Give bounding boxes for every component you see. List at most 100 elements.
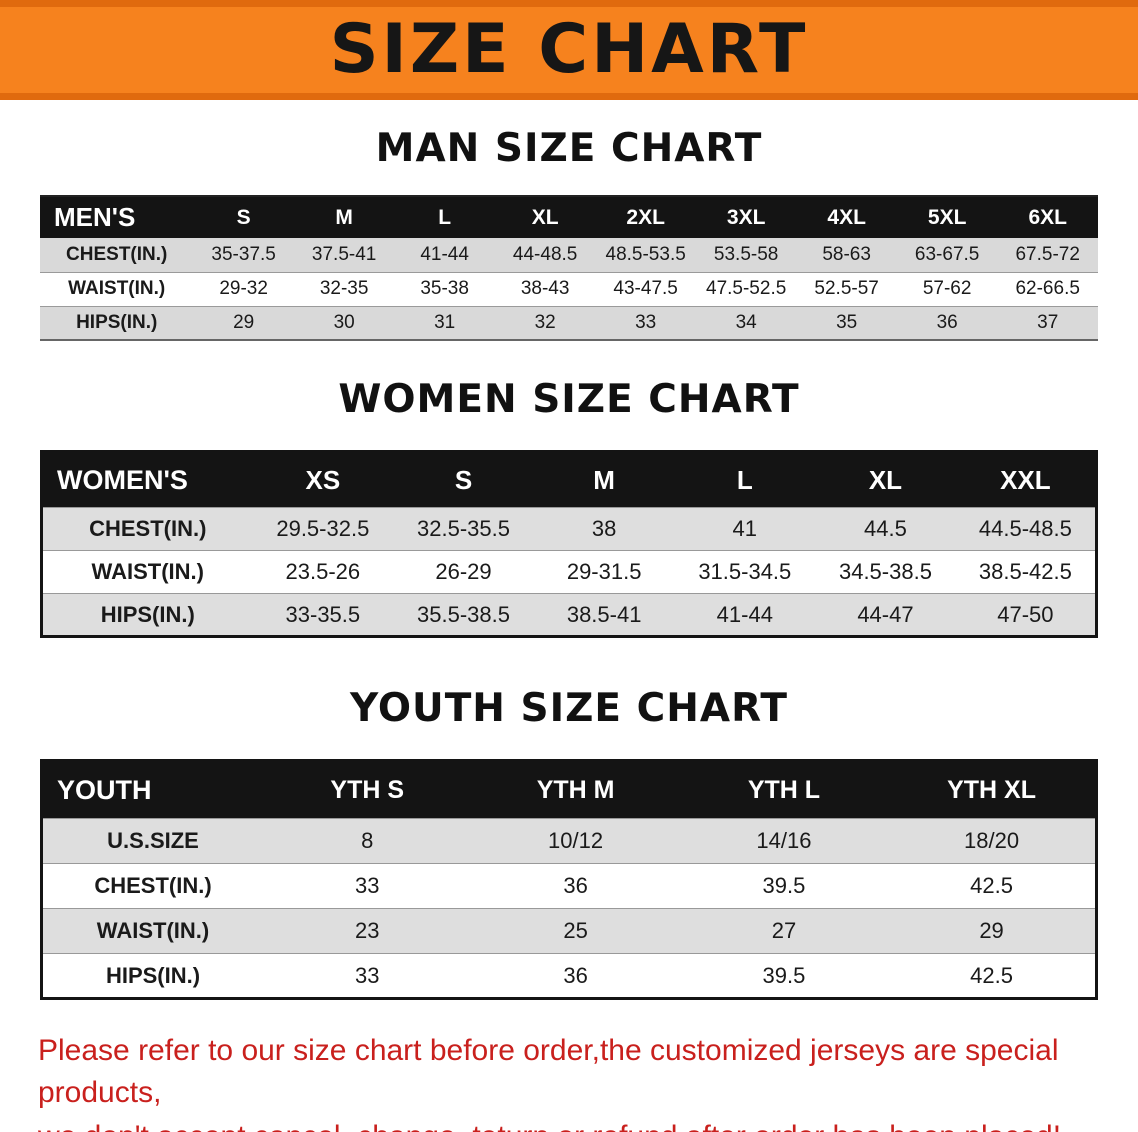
size-cell: 57-62: [922, 278, 972, 299]
table-row: WAIST(IN.) 29-32 32-35 35-38 38-43 43-47.5 47.…: [40, 272, 1098, 306]
table-row: CHEST(IN.) 29.5-32.5 32.5-35.5 38 41 44.5 44.5…: [41, 507, 1097, 551]
column-header: L: [394, 196, 495, 238]
size-cell: 38.5-42.5: [978, 559, 1072, 584]
youth-size-table: YOUTH YTH S YTH M YTH L YTH XL U.S.SIZE 8 10/1…: [40, 759, 1098, 1000]
size-cell: 44.5: [864, 516, 907, 541]
size-cell: 42.5: [970, 962, 1013, 988]
column-header: XL: [494, 196, 596, 238]
table-corner-label: MEN'S: [40, 196, 194, 238]
size-cell: 33: [354, 873, 380, 898]
row-label: WAIST(IN.): [96, 918, 210, 943]
size-cell: 41-44: [420, 243, 469, 265]
row-label: WAIST(IN.): [91, 559, 204, 584]
size-cell: 33-35.5: [285, 601, 361, 627]
table-row: CHEST(IN.) 35-37.5 37.5-41 41-44 44-48.5 48.5…: [40, 238, 1098, 272]
column-header: M: [293, 196, 395, 238]
row-label: CHEST(IN.): [89, 516, 207, 541]
table-row: WAIST(IN.) 23 25 27 29: [41, 908, 1097, 954]
notice-line-2: we don't accept cancel, change, teturn o…: [38, 1116, 1100, 1132]
footer-notice: Please refer to our size chart before or…: [0, 1030, 1138, 1132]
size-cell: 53.5-58: [713, 243, 779, 265]
size-cell: 8: [361, 828, 374, 853]
size-cell: 35: [836, 311, 858, 333]
size-cell: 43-47.5: [613, 278, 678, 299]
youth-size-section: YOUTH SIZE CHART YOUTH YTH S YTH M YTH L YTH…: [0, 686, 1138, 1000]
column-header: XL: [815, 451, 956, 508]
row-label: U.S.SIZE: [107, 828, 199, 853]
table-row: CHEST(IN.) 33 36 39.5 42.5: [41, 863, 1097, 909]
row-label: CHEST(IN.): [66, 243, 168, 265]
table-corner-label: YOUTH: [41, 760, 264, 819]
row-label: CHEST(IN.): [94, 873, 212, 898]
column-header: YTH XL: [888, 760, 1097, 819]
size-cell: 38.5-41: [566, 601, 642, 627]
women-size-table: WOMEN'S XS S M L XL XXL CHEST(IN.) 29.5-32.5 32.…: [40, 450, 1098, 638]
size-cell: 41-44: [716, 601, 773, 627]
size-cell: 36: [936, 311, 958, 333]
table-row: WAIST(IN.) 23.5-26 26-29 29-31.5 31.5-34.5 34…: [41, 550, 1097, 594]
column-header: L: [674, 451, 816, 508]
size-cell: 29.5-32.5: [276, 516, 370, 541]
size-cell: 32: [534, 311, 556, 333]
size-cell: 38-43: [520, 278, 570, 299]
column-header: 4XL: [796, 196, 897, 238]
column-header: YTH M: [471, 760, 680, 819]
size-cell: 32-35: [319, 278, 369, 299]
size-cell: 44.5-48.5: [978, 516, 1072, 541]
size-cell: 29: [979, 918, 1004, 943]
size-cell: 58-63: [822, 243, 871, 265]
table-row: HIPS(IN.) 29 30 31 32 33 34 35 36 37: [40, 306, 1098, 340]
table-header-row: MEN'S S M L XL 2XL 3XL 4XL 5XL 6XL: [40, 196, 1098, 238]
column-header: 3XL: [695, 196, 797, 238]
size-cell: 63-67.5: [914, 243, 980, 265]
size-cell: 52.5-57: [814, 278, 879, 299]
row-label: HIPS(IN.): [105, 962, 201, 988]
size-cell: 48.5-53.5: [605, 243, 686, 265]
size-cell: 29-32: [219, 278, 268, 299]
column-header: 2XL: [595, 196, 696, 238]
women-table-head: WOMEN'S XS S M L XL XXL: [41, 451, 1097, 508]
size-cell: 37.5-41: [311, 243, 377, 265]
size-cell: 62-66.5: [1015, 278, 1080, 299]
size-cell: 37: [1037, 311, 1059, 333]
table-row: U.S.SIZE 8 10/12 14/16 18/20: [41, 818, 1097, 864]
size-cell: 36: [563, 873, 588, 898]
row-label: WAIST(IN.): [68, 278, 166, 299]
size-cell: 34: [735, 311, 757, 333]
youth-table-head: YOUTH YTH S YTH M YTH L YTH XL: [41, 760, 1097, 819]
size-cell: 44-48.5: [512, 243, 578, 265]
size-cell: 34.5-38.5: [838, 559, 932, 584]
size-cell: 39.5: [762, 873, 806, 898]
men-section-heading: MAN SIZE CHART: [375, 126, 763, 171]
column-header: M: [533, 451, 675, 508]
men-table-head: MEN'S S M L XL 2XL 3XL 4XL 5XL 6XL: [40, 196, 1098, 238]
notice-line-1: Please refer to our size chart before or…: [38, 1034, 1059, 1109]
size-cell: 30: [333, 311, 355, 333]
size-cell: 42.5: [970, 873, 1013, 898]
column-header: YTH L: [679, 760, 889, 819]
size-cell: 44-47: [857, 601, 914, 627]
column-header: YTH S: [263, 760, 472, 819]
column-header: S: [193, 196, 294, 238]
column-header: XXL: [955, 451, 1097, 508]
size-cell: 38: [591, 516, 617, 541]
table-header-row: WOMEN'S XS S M L XL XXL: [41, 451, 1097, 508]
size-cell: 35-37.5: [211, 243, 276, 265]
size-cell: 32.5-35.5: [417, 516, 510, 541]
size-cell: 25: [563, 918, 588, 943]
youth-table-body: U.S.SIZE 8 10/12 14/16 18/20 CHEST(IN.) 33 36 39…: [41, 818, 1097, 999]
column-header: XS: [252, 451, 394, 508]
men-table-body: CHEST(IN.) 35-37.5 37.5-41 41-44 44-48.5 48.5…: [40, 238, 1098, 340]
youth-section-heading: YOUTH SIZE CHART: [350, 686, 788, 731]
men-size-section: MAN SIZE CHART MEN'S S M L XL 2XL 3XL 4XL 5XL 6XL…: [0, 126, 1138, 341]
size-cell: 47-50: [997, 601, 1054, 627]
table-header-row: YOUTH YTH S YTH M YTH L YTH XL: [41, 760, 1097, 819]
row-label: HIPS(IN.): [100, 601, 195, 627]
size-cell: 36: [563, 962, 588, 988]
size-cell: 29: [233, 311, 255, 333]
banner: SIZE CHART: [0, 0, 1138, 100]
size-cell: 23.5-26: [285, 559, 361, 584]
table-row: HIPS(IN.) 33-35.5 35.5-38.5 38.5-41 41-44 44-…: [41, 593, 1097, 637]
column-header: 6XL: [997, 196, 1098, 238]
